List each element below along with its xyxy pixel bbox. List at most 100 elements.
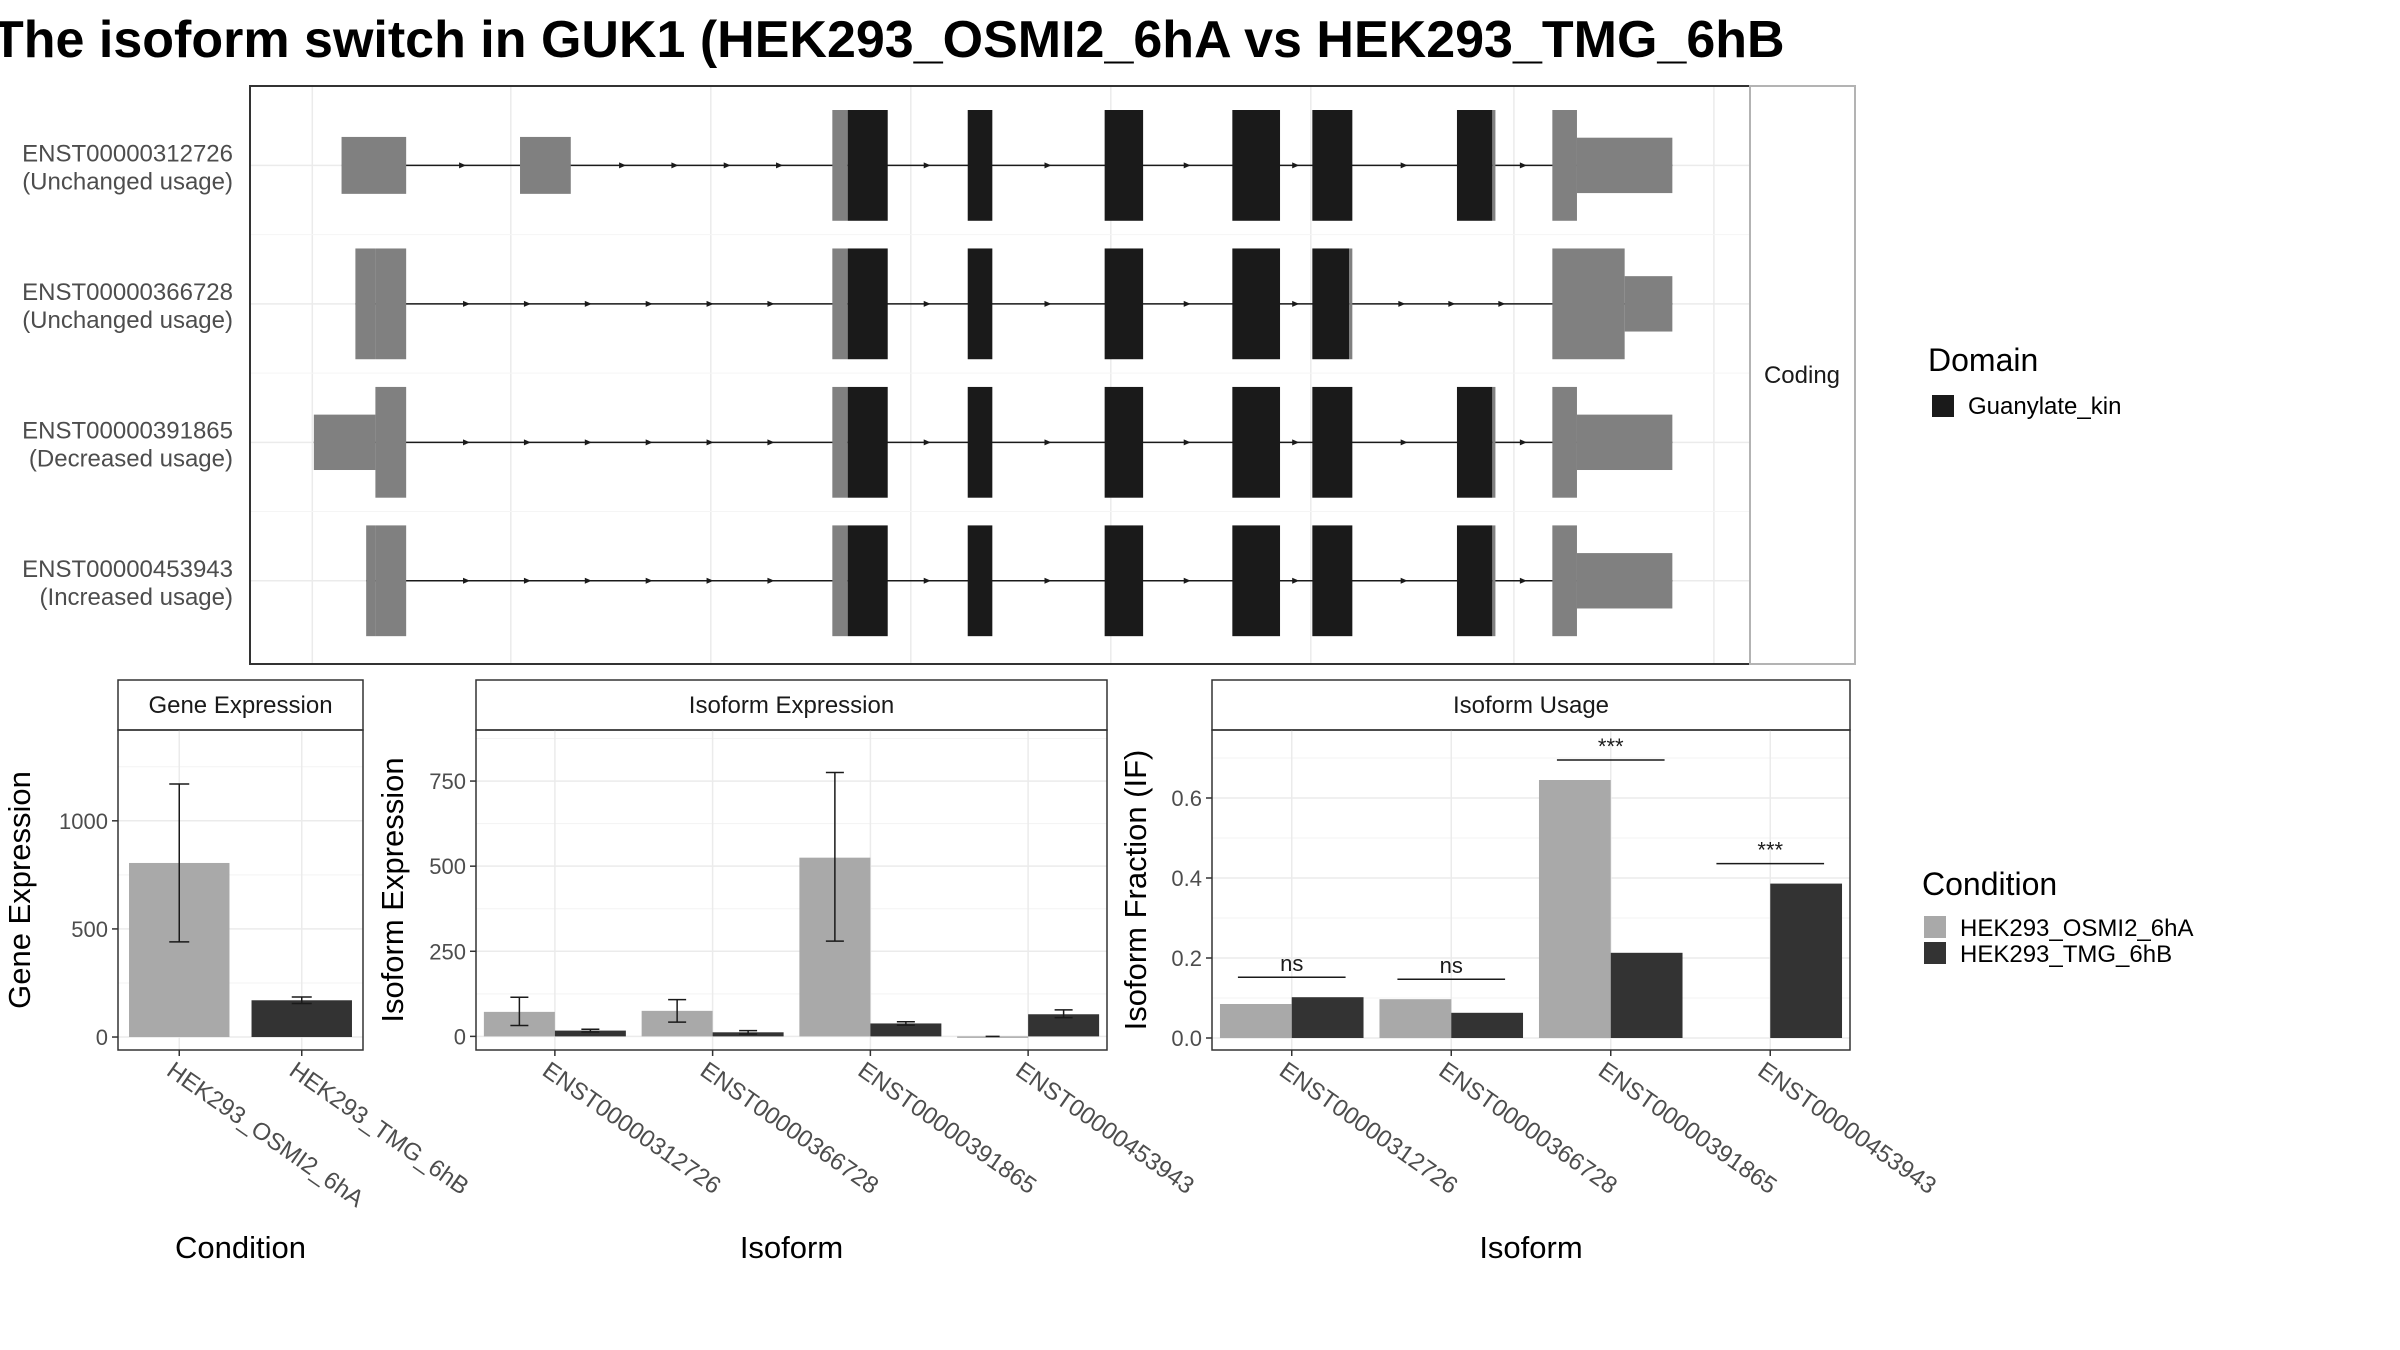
exon-segment: [1552, 525, 1577, 637]
y-tick-label: 250: [429, 939, 466, 964]
exon-segment: [847, 110, 888, 221]
transcript-usage: (Unchanged usage): [22, 168, 233, 195]
condition-legend-label-a: HEK293_OSMI2_6hA: [1960, 915, 2193, 942]
y-tick-label: 500: [71, 917, 108, 942]
transcript-usage: (Decreased usage): [29, 445, 233, 472]
transcript-rows: ENST00000312726 (Unchanged usage)ENST0000…: [22, 110, 1673, 637]
exon-segment: [1104, 248, 1144, 360]
transcript-id: ENST00000453943: [22, 556, 233, 583]
intron-arrow: [723, 162, 731, 169]
transcript-row-ENST00000453943: ENST00000453943 (Increased usage): [22, 525, 1673, 637]
exon-segment: [1104, 525, 1144, 637]
bar: [1379, 999, 1452, 1038]
transcript-usage: (Unchanged usage): [22, 307, 233, 334]
exon-segment: [967, 525, 993, 637]
significance-label: ns: [1440, 953, 1463, 978]
transcript-id: ENST00000366728: [22, 279, 233, 306]
domain-legend-key: [1932, 395, 1954, 417]
panel-title: Isoform Usage: [1453, 692, 1609, 719]
intron-arrow: [767, 439, 775, 446]
y-tick-label: 0.0: [1171, 1026, 1202, 1051]
exon-segment: [967, 110, 993, 221]
x-axis-title: Isoform: [740, 1230, 843, 1265]
intron-arrow: [463, 577, 471, 584]
exon-segment: [1232, 248, 1281, 360]
exon-segment: [1312, 248, 1350, 360]
exon-segment: [1312, 525, 1353, 637]
exon-segment: [1492, 525, 1496, 637]
exon-segment: [1576, 414, 1673, 471]
intron-arrow: [459, 162, 467, 169]
domain-legend-label: Guanylate_kin: [1968, 393, 2121, 420]
exon-segment: [1576, 137, 1673, 194]
exon-segment: [1232, 386, 1281, 498]
intron-arrow: [1183, 300, 1191, 307]
panel-strip: [1211, 679, 1851, 731]
intron-arrow: [1398, 300, 1406, 307]
exon-segment: [1624, 276, 1673, 332]
exon-segment: [847, 386, 888, 498]
exon-segment: [1456, 386, 1493, 498]
bar: [1219, 1004, 1292, 1038]
intron-arrow: [767, 300, 775, 307]
condition-legend-label-b: HEK293_TMG_6hB: [1960, 941, 2172, 968]
y-tick-label: 0.2: [1171, 946, 1202, 971]
intron-arrow: [584, 300, 592, 307]
exon-segment: [967, 386, 993, 498]
exon-segment: [847, 248, 888, 360]
exon-segment: [832, 525, 848, 637]
bar: [1451, 1012, 1524, 1038]
bar: [1770, 883, 1843, 1038]
intron-arrow: [671, 162, 679, 169]
exon-segment: [1312, 110, 1353, 221]
exon-segment: [520, 136, 571, 194]
intron-arrow: [923, 439, 931, 446]
condition-legend: Condition HEK293_OSMI2_6hA HEK293_TMG_6h…: [1922, 866, 2193, 968]
transcript-row-ENST00000391865: ENST00000391865 (Decreased usage): [22, 386, 1673, 498]
intron-arrow: [1448, 300, 1456, 307]
domain-legend-title: Domain: [1928, 342, 2038, 378]
exon-segment: [1576, 553, 1673, 609]
intron-arrow: [523, 300, 531, 307]
intron-arrow: [1183, 439, 1191, 446]
bar: [1291, 997, 1364, 1038]
intron-arrow: [706, 577, 714, 584]
intron-arrow: [776, 162, 784, 169]
intron-arrow: [645, 577, 653, 584]
exon-segment: [375, 386, 407, 498]
condition-legend-key-b: [1924, 942, 1946, 964]
intron-arrow: [1044, 162, 1052, 169]
y-tick-label: 0: [96, 1025, 108, 1050]
y-tick-label: 1000: [59, 809, 108, 834]
significance-label: ***: [1757, 838, 1783, 863]
intron-arrow: [523, 577, 531, 584]
intron-arrow: [1400, 577, 1408, 584]
exon-segment: [1492, 110, 1496, 221]
exon-segment: [375, 525, 407, 637]
transcript-row-ENST00000366728: ENST00000366728 (Unchanged usage): [22, 248, 1673, 360]
intron-arrow: [463, 300, 471, 307]
intron-arrow: [463, 439, 471, 446]
transcript-label: ENST00000366728 (Unchanged usage): [22, 279, 233, 334]
intron-arrow: [1292, 300, 1300, 307]
transcript-row-ENST00000312726: ENST00000312726 (Unchanged usage): [22, 110, 1673, 221]
intron-arrow: [1519, 162, 1527, 169]
panel-title: Gene Expression: [148, 692, 332, 719]
panel-border: [117, 729, 364, 1051]
panel-border: [1211, 729, 1851, 1051]
exon-segment: [1232, 110, 1281, 221]
domain-legend: Domain Guanylate_kin: [1928, 342, 2121, 420]
exon-segment: [375, 248, 407, 360]
intron-arrow: [1519, 577, 1527, 584]
intron-arrow: [1400, 162, 1408, 169]
exon-segment: [1456, 110, 1493, 221]
intron-arrow: [767, 577, 775, 584]
y-tick-label: 0.4: [1171, 866, 1202, 891]
transcript-id: ENST00000312726: [22, 140, 233, 167]
bar: [1028, 1014, 1100, 1037]
intron-arrow: [1519, 439, 1527, 446]
intron-arrow: [1183, 162, 1191, 169]
intron-arrow: [645, 300, 653, 307]
y-axis-title: Isoform Expression: [375, 757, 410, 1022]
